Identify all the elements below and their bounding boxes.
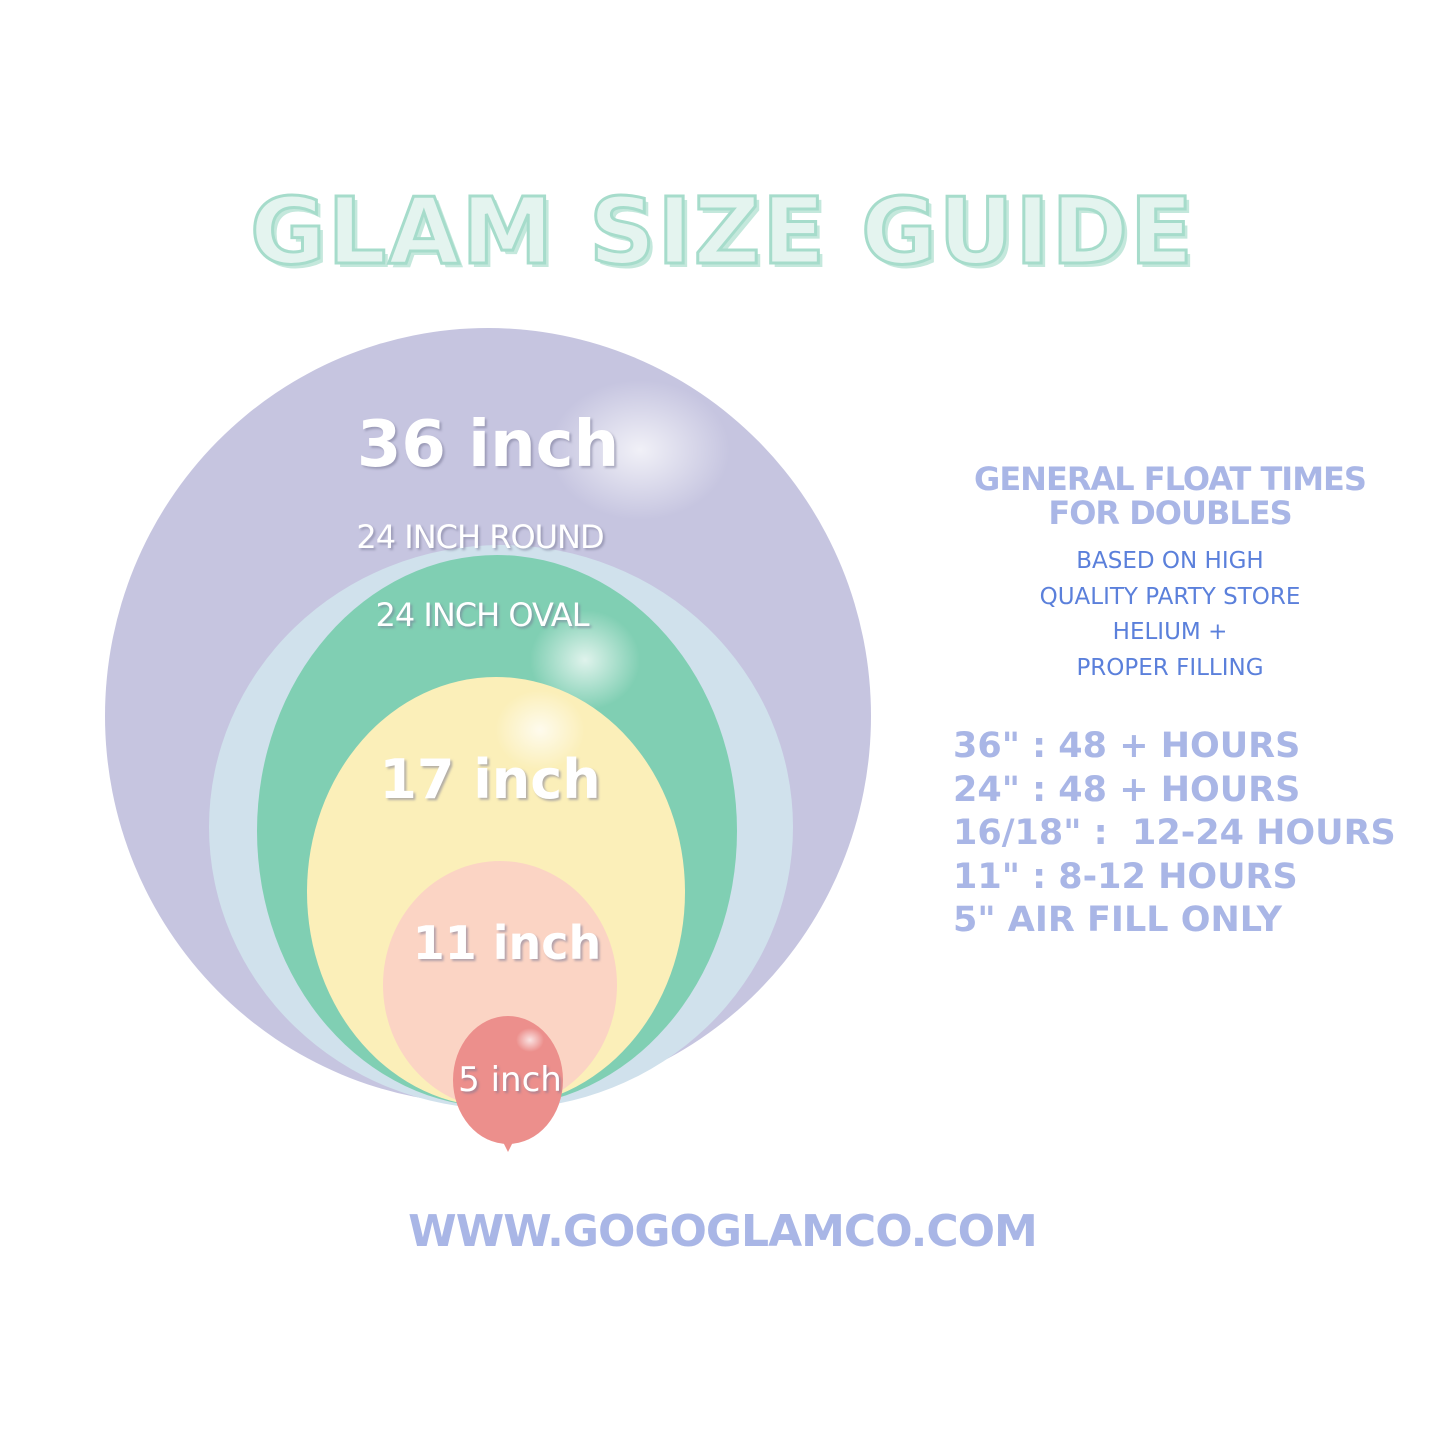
balloon-highlight (550, 380, 730, 520)
float-times-heading-line1: GENERAL FLOAT TIMES (974, 460, 1367, 498)
label-24-inch-round: 24 INCH ROUND (356, 518, 604, 556)
balloon-highlight (530, 610, 640, 710)
note-line: HELIUM + (1112, 619, 1228, 645)
page-title: GLAM SIZE GUIDE (249, 177, 1195, 287)
note-line: PROPER FILLING (1076, 654, 1264, 681)
balloon-knot (503, 1142, 513, 1152)
balloon-highlight (495, 690, 585, 770)
note-line: QUALITY PARTY STORE (1039, 583, 1301, 610)
float-time-row: 16/18" : 12-24 HOURS (953, 813, 1396, 853)
label-11-inch: 11 inch (412, 916, 602, 970)
label-17-inch: 17 inch (379, 748, 601, 811)
float-time-row: 24" : 48 + HOURS (953, 769, 1301, 810)
float-times-heading-line2: FOR DOUBLES (1048, 494, 1292, 532)
balloon-11-inch (383, 861, 617, 1109)
website-link[interactable]: WWW.GOGOGLAMCO.COM (408, 1206, 1038, 1257)
balloon-highlight (516, 1028, 544, 1052)
float-times-note: BASED ON HIGH QUALITY PARTY STORE HELIUM… (940, 544, 1400, 686)
label-24-inch-oval: 24 INCH OVAL (375, 596, 589, 634)
note-line: BASED ON HIGH (1076, 548, 1264, 574)
float-time-row: 11" : 8-12 HOURS (953, 856, 1298, 897)
float-time-row: 5" AIR FILL ONLY (953, 900, 1282, 940)
float-times-list: 36" : 48 + HOURS 24" : 48 + HOURS 16/18"… (953, 725, 1396, 943)
float-time-row: 36" : 48 + HOURS (953, 726, 1301, 766)
label-5-inch: 5 inch (458, 1060, 562, 1100)
float-times-panel: GENERAL FLOAT TIMES FOR DOUBLES BASED ON… (940, 462, 1400, 686)
label-36-inch: 36 inch (356, 408, 620, 482)
